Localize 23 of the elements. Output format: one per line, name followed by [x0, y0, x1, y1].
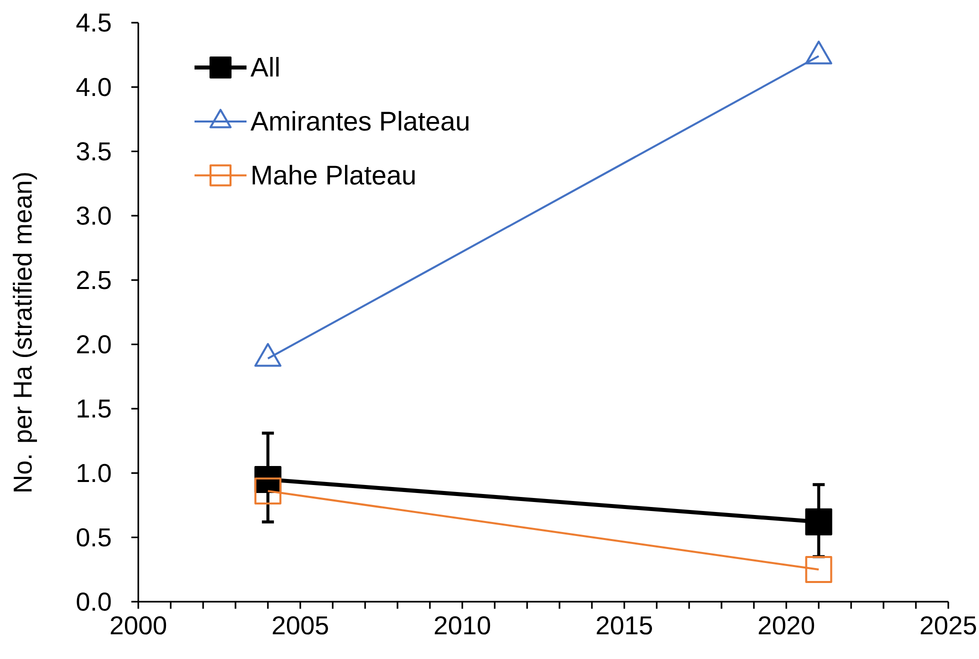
x-tick-label: 2025: [920, 616, 976, 635]
y-tick-label: 2.5: [77, 270, 111, 290]
x-tick-label: 2010: [434, 616, 490, 635]
y-axis-title: No. per Ha (stratified mean): [12, 173, 37, 492]
y-tick-label: 4.0: [76, 78, 111, 96]
legend-label: Amirantes Plateau: [250, 110, 468, 131]
point: [805, 508, 832, 536]
x-tick-label: 2015: [596, 616, 652, 635]
legend-label: Mahe Plateau: [252, 164, 415, 185]
y-tick-label: 4.5: [76, 14, 111, 32]
y-tick-label: 1.0: [78, 464, 111, 482]
y-tick-label: 0.0: [76, 592, 111, 611]
x-tick-label: 2000: [110, 616, 166, 635]
x-tick-label: 2020: [758, 616, 814, 635]
y-tick-label: 2.0: [77, 335, 111, 354]
y-tick-label: 0.5: [76, 528, 111, 547]
x-tick-label: 2005: [272, 616, 328, 635]
y-tick-label: 3.0: [76, 206, 111, 225]
point: [805, 556, 832, 584]
point: [254, 478, 282, 505]
y-tick-label: 3.5: [76, 142, 111, 161]
legend-label: All: [250, 56, 279, 76]
y-tick-label: 1.5: [78, 400, 111, 418]
